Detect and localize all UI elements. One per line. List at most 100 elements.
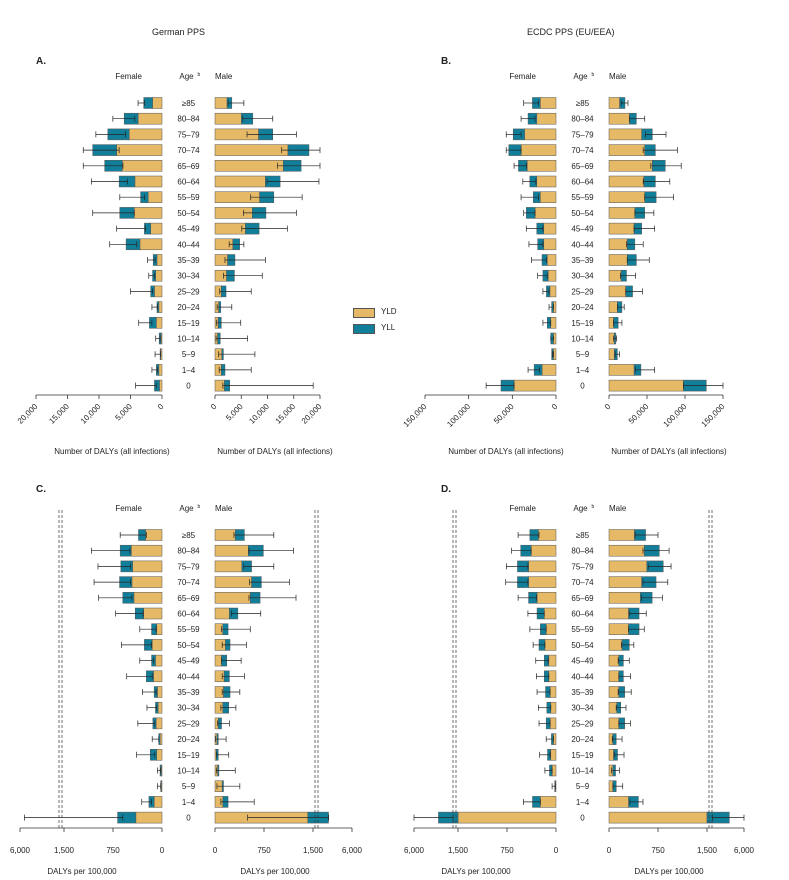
x-axis-title-female: Number of DALYs (all infections) <box>54 447 170 456</box>
x-tick-label-female: 150,000 <box>402 402 429 429</box>
x-axis-title-female: DALYs per 100,000 <box>441 867 511 876</box>
age-label: 75–79 <box>571 562 594 571</box>
bar-male-yld <box>608 128 642 141</box>
age-label: 5–9 <box>576 782 590 791</box>
age-label: 65–69 <box>177 162 200 171</box>
age-label: 80–84 <box>571 115 594 124</box>
age-label: 15–19 <box>571 319 594 328</box>
bar-female-yld <box>137 112 163 125</box>
age-label: 60–64 <box>571 610 594 619</box>
x-axis-title-male: Number of DALYs (all infections) <box>611 447 727 456</box>
bar-male-yld <box>608 144 645 156</box>
bar-male-yld <box>608 576 642 588</box>
x-tick-label-male: 0 <box>603 402 613 412</box>
panel-label: C. <box>36 484 46 495</box>
x-axis-title-male: Number of DALYs (all infections) <box>217 447 333 456</box>
header-german-pps: German PPS <box>152 27 206 37</box>
age-label: 30–34 <box>571 272 594 281</box>
bar-female-yld <box>457 811 557 824</box>
bar-female-yld <box>550 701 557 714</box>
age-label: 25–29 <box>571 719 594 728</box>
bar-female-yll <box>143 97 153 109</box>
column-header-age-superscript: b <box>592 72 595 78</box>
bar-male-yld <box>214 576 252 588</box>
age-label: 45–49 <box>571 225 594 234</box>
bar-female-yld <box>524 128 557 141</box>
bar-female-yld <box>528 576 557 588</box>
bar-female-yld <box>547 269 557 282</box>
age-label: 30–34 <box>571 704 594 713</box>
header-ecdc-pps: ECDC PPS (EU/EEA) <box>527 27 615 37</box>
bar-female-yld <box>158 364 163 376</box>
age-label: 80–84 <box>571 547 594 556</box>
age-label: 1–4 <box>576 366 590 375</box>
age-label: 1–4 <box>576 798 590 807</box>
column-header-male: Male <box>215 72 233 81</box>
bar-male-yld <box>608 811 708 824</box>
age-label: 1–4 <box>182 366 196 375</box>
bar-female-yld <box>122 160 163 172</box>
age-label: 70–74 <box>177 146 200 155</box>
x-tick-label-female: 1,500 <box>448 846 469 855</box>
age-label: 10–14 <box>177 767 200 776</box>
bar-female-yld <box>158 301 163 313</box>
bar-female-yld <box>541 364 557 376</box>
x-tick-label-male: 0 <box>213 846 218 855</box>
column-header-female: Female <box>115 504 142 513</box>
bar-female-yld <box>528 560 557 573</box>
age-label: 55–59 <box>177 625 200 634</box>
bar-male-yld <box>608 348 615 360</box>
age-label: 10–14 <box>571 767 594 776</box>
bar-female-yld <box>156 317 163 329</box>
age-label: 65–69 <box>571 162 594 171</box>
panel-label: D. <box>441 484 451 495</box>
bar-female-yld <box>547 254 557 266</box>
bar-male-yld <box>608 560 648 573</box>
age-label: 55–59 <box>571 625 594 634</box>
bar-female-yld <box>155 654 163 667</box>
bar-female-yld <box>133 592 163 604</box>
bar-male-yld <box>608 623 629 635</box>
bar-female-yld <box>550 749 557 761</box>
column-header-male: Male <box>609 504 627 513</box>
bar-female-yld <box>550 317 557 329</box>
age-label: 30–34 <box>177 272 200 281</box>
x-tick-label-female: 5,000 <box>113 402 134 423</box>
age-label: 0 <box>186 814 191 823</box>
age-label: 45–49 <box>571 657 594 666</box>
panel-label: B. <box>441 56 451 67</box>
column-header-age-superscript: b <box>198 72 201 78</box>
x-tick-label-male: 100,000 <box>662 402 689 429</box>
bar-male-yld <box>608 364 635 376</box>
bar-male-yld <box>214 529 236 541</box>
bar-female-yld <box>548 654 557 667</box>
bar-male-yld <box>608 780 614 792</box>
age-label: 65–69 <box>571 594 594 603</box>
bar-male-yld <box>608 670 620 683</box>
bar-male-yld <box>214 112 242 125</box>
x-tick-label-female: 0 <box>554 846 559 855</box>
x-tick-label-male: 50,000 <box>627 402 651 426</box>
x-tick-label-male: 750 <box>257 846 271 855</box>
bar-male-yld <box>608 749 614 761</box>
bar-male-yld <box>608 796 629 808</box>
bar-female-yld <box>134 207 163 219</box>
legend-swatch-yll <box>353 324 375 334</box>
age-label: 75–79 <box>571 130 594 139</box>
bar-female-yld <box>156 623 163 635</box>
panel-label: A. <box>36 56 46 67</box>
age-label: 35–39 <box>177 688 200 697</box>
age-label: 70–74 <box>571 146 594 155</box>
x-tick-label-female: 15,000 <box>47 402 71 426</box>
panel-a: A. Female Age b Male ≥85 80–84 75–79 70–74 65–69 6… <box>16 56 333 456</box>
bar-female-yld <box>540 796 557 808</box>
bar-male-yld <box>214 144 289 156</box>
x-tick-label-male: 20,000 <box>300 402 324 426</box>
bar-female-yld <box>159 733 163 745</box>
x-tick-label-male: 1,500 <box>303 846 324 855</box>
bar-female-yld <box>152 97 163 109</box>
bar-male-yld <box>608 686 620 698</box>
column-header-female: Female <box>115 72 142 81</box>
age-label: 0 <box>186 382 191 391</box>
bar-male-yld <box>608 97 620 109</box>
